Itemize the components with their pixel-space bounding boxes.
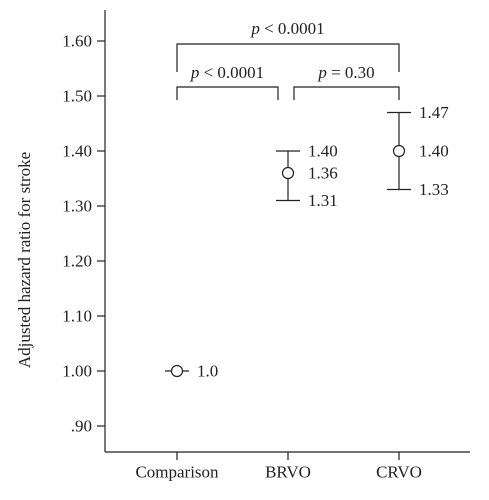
- data-points: 1.0 1.40 1.36 1.31 1.47 1.40 1.33: [165, 103, 449, 381]
- x-axis: Comparison BRVO CRVO: [105, 451, 470, 482]
- estimate-label: 1.36: [308, 164, 338, 183]
- y-tick-label: 1.50: [62, 87, 92, 106]
- y-tick-label: 1.20: [62, 252, 92, 271]
- y-tick-label: 1.30: [62, 197, 92, 216]
- y-tick-label: .90: [71, 417, 92, 436]
- estimate-label: 1.40: [419, 142, 449, 161]
- p-value-label: p < 0.0001: [250, 19, 324, 38]
- x-tick-label: CRVO: [376, 463, 422, 482]
- y-tick-label: 1.60: [62, 32, 92, 51]
- y-axis-label: Adjusted hazard ratio for stroke: [15, 152, 34, 368]
- p-value-label: p = 0.30: [317, 63, 374, 82]
- upper-label: 1.47: [419, 103, 449, 122]
- estimate-label: 1.0: [197, 362, 218, 381]
- upper-label: 1.40: [308, 142, 338, 161]
- y-axis: .90 1.00 1.10 1.20 1.30 1.40 1.50 1.60: [62, 10, 106, 452]
- comparison-brackets: p < 0.0001 p < 0.0001 p = 0.30: [176, 19, 400, 100]
- y-tick-label: 1.10: [62, 307, 92, 326]
- comparison-bracket: [293, 86, 400, 100]
- y-tick-label: 1.40: [62, 142, 92, 161]
- data-point: [170, 364, 184, 378]
- lower-label: 1.33: [419, 180, 449, 199]
- data-point: [392, 144, 406, 158]
- comparison-bracket: [176, 86, 279, 100]
- comparison-bracket: [176, 43, 400, 72]
- p-value-label: p < 0.0001: [190, 63, 264, 82]
- x-tick-label: Comparison: [135, 463, 219, 482]
- lower-label: 1.31: [308, 191, 338, 210]
- y-tick-label: 1.00: [62, 362, 92, 381]
- data-point: [281, 166, 295, 180]
- x-tick-label: BRVO: [265, 463, 311, 482]
